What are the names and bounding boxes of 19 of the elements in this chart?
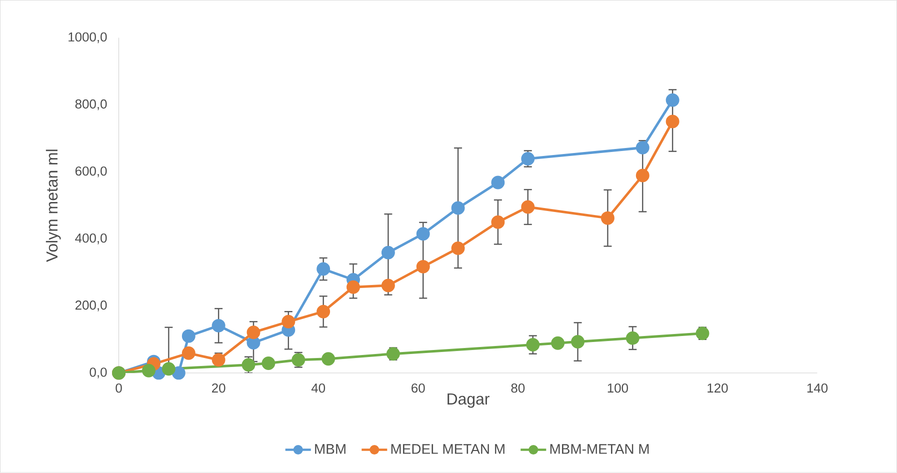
y-tick-label: 800,0 — [75, 100, 107, 110]
y-tick-label: 0,0 — [90, 368, 107, 378]
y-tick-label: 600,0 — [75, 166, 107, 178]
legend-label: MBM-METAN M — [550, 444, 649, 454]
y-axis-title: Volym metan ml — [46, 150, 61, 262]
x-tick-label: 80 — [511, 384, 525, 393]
x-tick-label: 100 — [608, 384, 628, 393]
x-tick-label: 120 — [708, 384, 728, 393]
x-tick-label: 40 — [311, 384, 326, 393]
legend-label: MEDEL METAN M — [391, 444, 504, 454]
y-tick-label: 1000,0 — [68, 32, 107, 44]
x-tick-label: 140 — [807, 384, 828, 393]
y-tick-label: 400,0 — [75, 234, 107, 244]
y-tick-label: 200,0 — [75, 300, 107, 312]
legend-label: MBM — [315, 444, 346, 454]
x-tick-label: 60 — [412, 384, 425, 393]
x-tick-label: 20 — [212, 384, 226, 393]
x-axis-title: Dagar — [448, 394, 490, 408]
x-tick-label: 0 — [116, 384, 122, 393]
